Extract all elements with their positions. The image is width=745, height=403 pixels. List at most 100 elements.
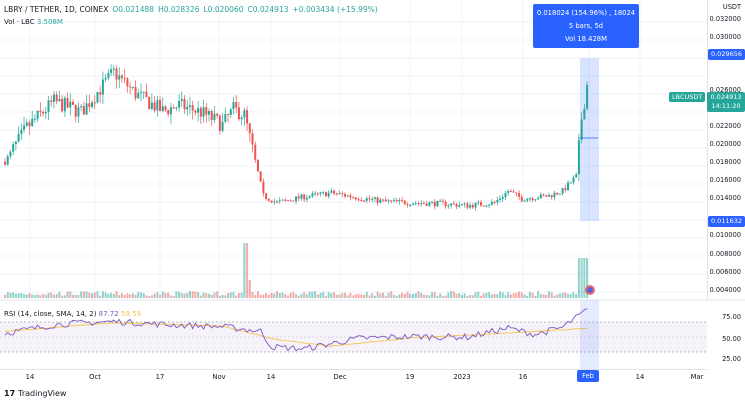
candle-body: [183, 98, 186, 110]
time-axis[interactable]: 14 Oct 17 Nov 14 Dec 19 2023 16 14 Mar: [0, 369, 707, 383]
time-label: 16: [518, 373, 528, 381]
volume-bar: [501, 292, 504, 298]
rsi-legend[interactable]: RSI (14, close, SMA, 14, 2) 87.72 59.59: [4, 310, 141, 318]
candle-body: [335, 193, 338, 195]
candle-body: [292, 200, 295, 202]
volume-bar: [131, 293, 134, 298]
candle-body: [262, 181, 265, 194]
volume-bar: [488, 292, 491, 298]
candle-body: [123, 77, 126, 79]
volume-bar: [134, 294, 137, 298]
volume-bar: [474, 292, 477, 298]
volume-bar: [112, 293, 115, 298]
price-axis-currency[interactable]: USDT: [722, 3, 741, 11]
volume-bar: [335, 294, 338, 298]
volume-bar: [371, 293, 374, 298]
candle-body: [322, 192, 325, 194]
tradingview-brand[interactable]: 17 TradingView: [4, 389, 66, 398]
volume-bar: [414, 293, 417, 298]
last-price-badge: 0.024913 14:11:20: [707, 92, 745, 112]
volume-bar: [395, 295, 398, 298]
candle-body: [518, 193, 521, 197]
price-label: 0.018000: [709, 158, 741, 166]
candle-body: [548, 195, 550, 197]
volume-bar: [409, 293, 412, 298]
volume-bar: [586, 258, 589, 298]
candle-body: [273, 201, 276, 203]
symbol-legend[interactable]: LBRY / TETHER, 1D, COINEX O0.021488 H0.0…: [4, 5, 378, 14]
candle-body: [172, 107, 175, 109]
candle-body: [354, 197, 357, 200]
volume-bar: [265, 293, 268, 298]
candle-body: [36, 110, 39, 119]
rsi-axis-label: 75.00: [722, 313, 741, 321]
events-icon[interactable]: [585, 285, 595, 295]
rsi-sma-value: 59.59: [120, 310, 141, 318]
volume-bar: [460, 295, 463, 298]
volume-bar: [504, 295, 507, 298]
candle-body: [243, 110, 246, 118]
price-label: 0.004000: [709, 286, 741, 294]
volume-bar: [303, 292, 306, 298]
volume-bar: [308, 291, 311, 298]
volume-bar: [376, 291, 379, 298]
volume-bar: [137, 292, 140, 298]
volume-bar: [262, 294, 265, 298]
candle-body: [363, 200, 366, 202]
candle-body: [251, 133, 254, 145]
volume-bar: [58, 291, 61, 298]
candle-body: [259, 171, 262, 182]
candle-body: [526, 198, 529, 201]
volume-bar: [428, 295, 431, 298]
candle-body: [96, 92, 99, 103]
candle-body: [477, 202, 480, 204]
volume-bar: [477, 291, 480, 298]
candle-body: [545, 195, 548, 197]
volume-bar: [471, 295, 474, 298]
volume-bar: [425, 294, 428, 298]
candle-body: [390, 200, 393, 202]
candle-body: [311, 193, 314, 197]
legend-change: +0.003434 (+15.99%): [292, 5, 378, 14]
candle-body: [267, 198, 270, 201]
candle-body: [441, 200, 444, 202]
candle-body: [395, 199, 398, 202]
candle-body: [229, 109, 232, 115]
volume-bar: [316, 294, 319, 298]
candle-body: [14, 141, 17, 145]
legend-close: C0.024913: [247, 5, 289, 14]
candle-body: [469, 204, 472, 208]
candle-body: [474, 202, 477, 208]
candle-body: [227, 113, 230, 115]
candle-body: [42, 111, 45, 114]
candle-body: [82, 106, 85, 115]
volume-bar: [164, 292, 167, 298]
time-label: Dec: [333, 373, 347, 381]
candle-body: [406, 204, 409, 206]
candle-body: [91, 102, 94, 107]
volume-bar: [387, 292, 390, 298]
volume-bar: [91, 293, 94, 298]
candle-body: [286, 200, 289, 202]
candle-body: [504, 192, 507, 198]
volume-legend[interactable]: Vol · LBC 3.508M: [4, 18, 63, 26]
volume-bar: [237, 293, 240, 298]
candle-body: [150, 102, 153, 109]
candle-body: [392, 199, 395, 201]
candle-body: [55, 94, 58, 102]
price-axis[interactable]: USDT 0.032000 0.030000 0.026000 0.022000…: [707, 0, 745, 363]
candle-body: [575, 174, 578, 178]
volume-bar: [169, 295, 172, 298]
tooltip-volume: Vol 18.428M: [565, 35, 607, 43]
candle-body: [490, 201, 493, 205]
rsi-title[interactable]: RSI (14, close, SMA, 14, 2): [4, 310, 97, 318]
volume-bar: [110, 292, 113, 298]
volume-bar: [373, 295, 376, 298]
volume-bar: [520, 292, 523, 298]
volume-bar: [496, 293, 499, 298]
volume-bar: [69, 291, 72, 298]
symbol-title[interactable]: LBRY / TETHER, 1D, COINEX: [4, 5, 109, 14]
volume-bar: [360, 294, 363, 298]
candle-body: [110, 69, 113, 73]
